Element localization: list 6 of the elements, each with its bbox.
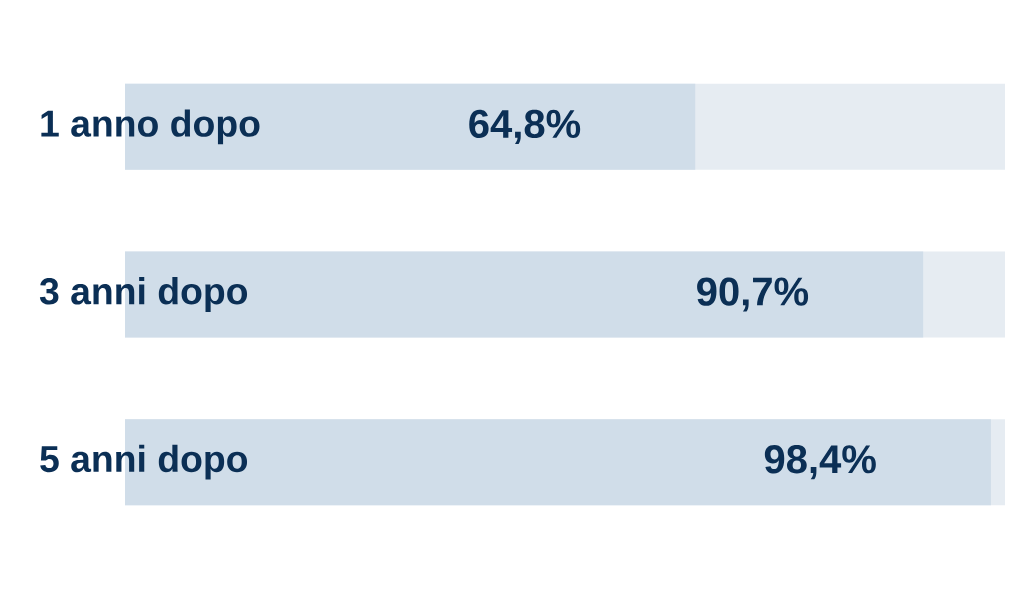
data-label: 98,4% [764, 445, 876, 480]
y-tick-label: 1 anno dopo [41, 109, 260, 145]
data-label: 64,8% [469, 109, 581, 144]
y-tick-label: 3 anni dopo [39, 277, 248, 312]
data-label: 90,7% [697, 277, 809, 312]
y-tick-label: 5 anni dopo [40, 444, 248, 480]
